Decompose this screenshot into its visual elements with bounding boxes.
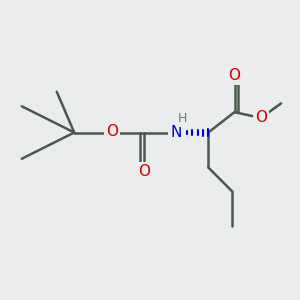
- Text: O: O: [229, 68, 241, 83]
- Text: O: O: [138, 164, 150, 179]
- Text: O: O: [106, 124, 118, 139]
- Text: O: O: [255, 110, 267, 125]
- Text: H: H: [178, 112, 187, 125]
- Text: N: N: [170, 125, 182, 140]
